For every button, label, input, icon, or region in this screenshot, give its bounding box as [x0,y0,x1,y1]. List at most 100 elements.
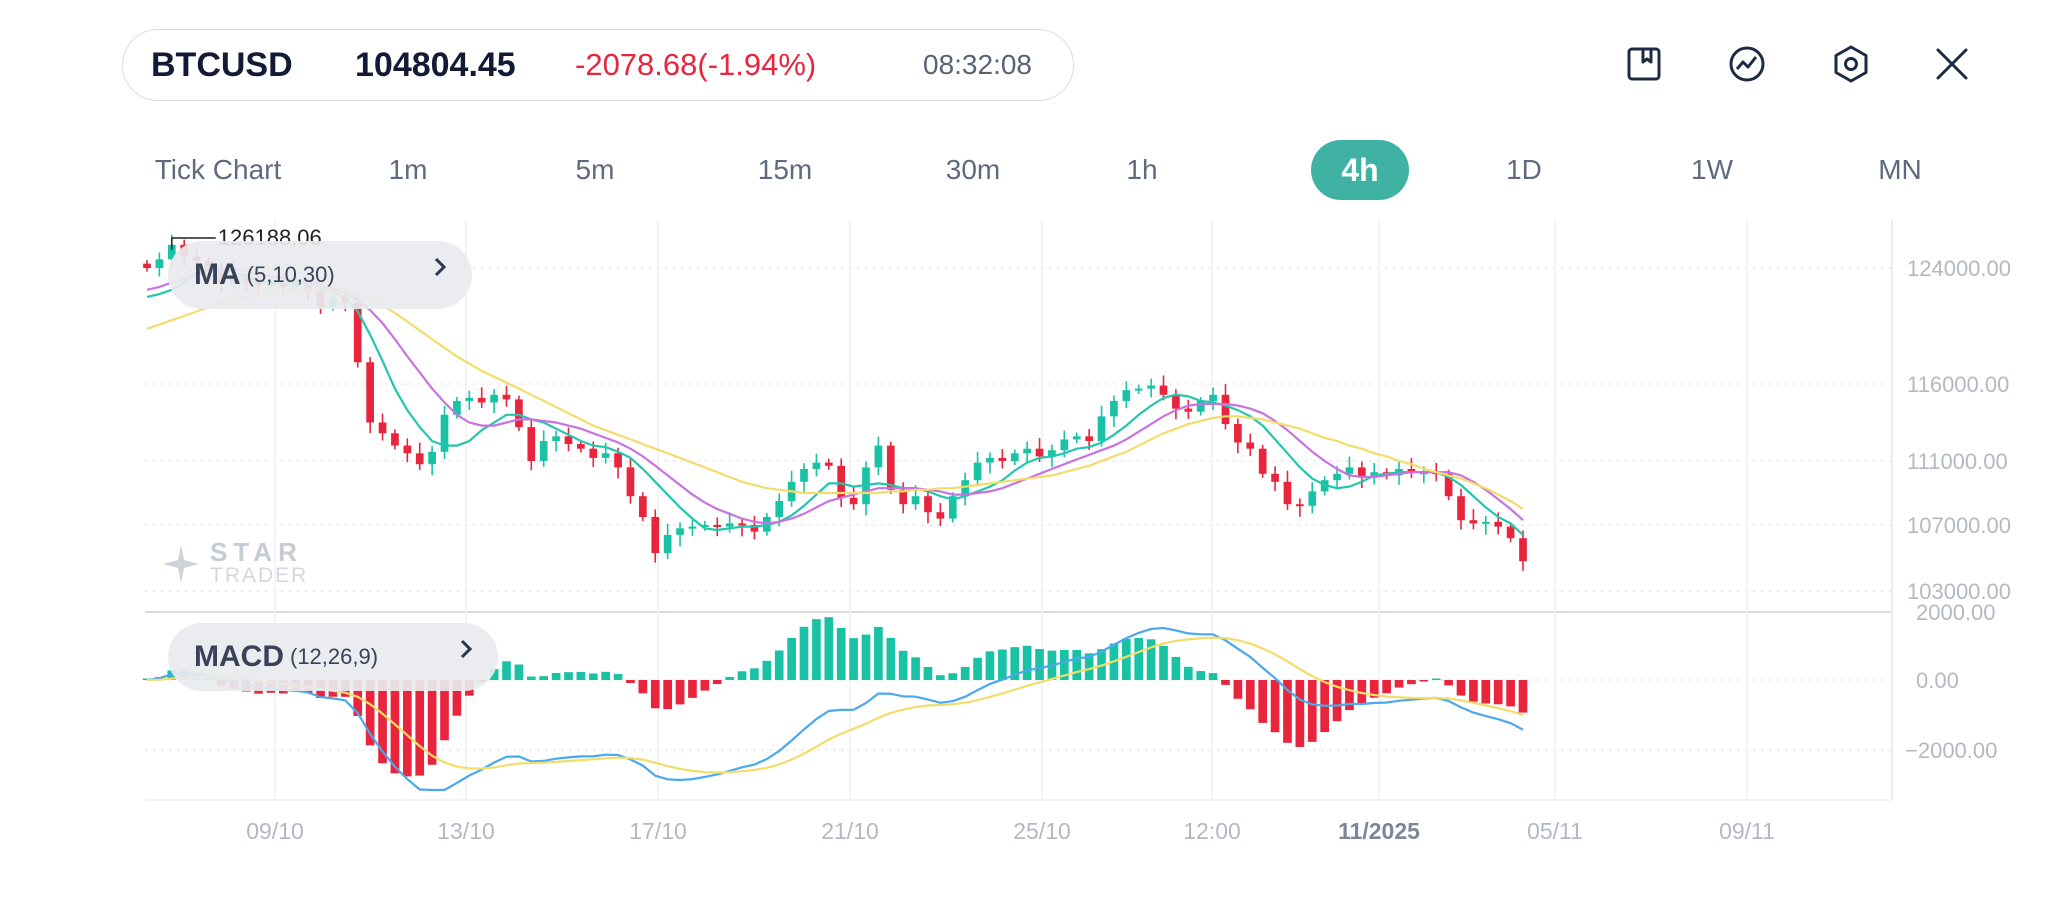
settings-icon[interactable] [1829,42,1873,86]
candle-body [1159,385,1168,395]
candle-body [143,263,151,268]
macd-histogram-bar [1270,680,1280,733]
macd-histogram-bar [874,626,883,680]
macd-histogram-bar [613,674,623,680]
macd-histogram-bar [1121,638,1131,680]
macd-histogram-bar [526,676,536,680]
candle-body [577,444,585,449]
tab-30m[interactable]: 30m [945,154,1001,185]
candle-body [676,528,684,535]
macd-axis-label: −2000.00 [1905,738,1997,763]
macd-histogram-bar [712,680,722,685]
candle-body [515,399,523,428]
tab-1m[interactable]: 1m [388,154,428,185]
candle-body [415,453,424,465]
macd-histogram-bar [675,680,685,705]
macd-histogram-bar [1208,673,1218,680]
macd-histogram-bar [911,657,920,680]
macd-layer [142,617,1528,792]
macd-histogram-bar [1419,680,1429,682]
macd-histogram-bar [1171,656,1181,680]
tab-1d[interactable]: 1D [1506,154,1542,185]
macd-histogram-bar [824,617,834,680]
ma-indicator-pill[interactable]: MA (5,10,30) [168,241,472,309]
macd-histogram-bar [1258,680,1268,723]
tab-4h[interactable]: 4h [1311,140,1409,200]
macd-histogram-bar [898,650,908,680]
candle-body [961,480,970,497]
macd-histogram-bar [1010,647,1020,680]
candle-body [601,453,610,458]
candle-body [1023,448,1031,454]
tab-tick-chart[interactable]: Tick Chart [154,154,282,185]
chevron-right-icon[interactable] [428,255,452,279]
candle-body [1122,390,1131,401]
macd-histogram-bar [688,680,697,698]
candle-body [725,523,734,527]
macd-params: (12,26,9) [290,644,379,669]
macd-histogram-bar [452,680,462,716]
candle-body [1296,504,1304,507]
candle-body [1457,496,1465,521]
tab-1h[interactable]: 1h [1126,154,1158,185]
symbol-name: BTCUSD [151,45,293,84]
candle-body [849,497,858,505]
macd-histogram-bar [1183,666,1193,680]
macd-histogram-bar [1332,680,1342,722]
last-price: 104804.45 [355,45,516,84]
macd-histogram-bar [1283,680,1292,743]
macd-histogram-bar [427,680,437,765]
star-logo-icon [163,545,199,583]
candle-body [1072,436,1081,440]
macd-histogram-bar [588,673,598,680]
candle-body [502,394,511,400]
time-axis-label: 21/10 [821,818,879,844]
candle-body [1519,538,1527,562]
candle-body [1110,400,1118,417]
candle-body [1048,450,1056,457]
chevron-right-icon[interactable] [454,637,478,661]
tab-5m[interactable]: 5m [575,154,615,185]
macd-histogram-bar [973,657,982,680]
candle-body [1271,473,1279,482]
candle-body [663,534,672,554]
candle-body [1147,385,1155,389]
macd-histogram-bar [1035,649,1044,680]
macd-histogram-bar [787,637,796,680]
macd-histogram-bar [985,651,995,680]
candle-body [1221,394,1230,425]
tab-mn[interactable]: MN [1878,154,1922,185]
macd-histogram-bar [378,680,387,764]
price-axis-label: 116000.00 [1907,372,2009,397]
macd-histogram-bar [402,680,412,777]
macd-histogram-bar [415,680,425,776]
ma-name: MA [194,258,241,291]
candle-body [378,422,387,434]
clock-time: 08:32:08 [923,49,1032,80]
candle-body [589,448,598,458]
candle-body [1506,526,1515,539]
macd-histogram-bar [1394,680,1404,688]
macd-indicator-pill[interactable]: MACD (12,26,9) [168,623,498,691]
candle-body [1444,473,1453,497]
macd-axis-label: 0.00 [1916,668,1959,693]
price-axis-label: 124000.00 [1907,256,2011,281]
macd-histogram-bar [365,680,375,746]
time-axis-label: 05/11 [1527,818,1583,844]
macd-name: MACD [194,640,284,673]
candle-body [1184,408,1193,412]
candle-body [738,523,746,526]
macd-histogram-bar [861,634,871,680]
time-axis-label: 11/2025 [1338,818,1420,844]
macd-histogram-bar [923,666,933,680]
indicator-icon[interactable] [1725,42,1769,86]
close-icon[interactable] [1930,42,1974,86]
bookmark-icon[interactable] [1622,42,1666,86]
candle-body [465,397,474,401]
ma-line-ma30 [146,288,1524,510]
tab-15m[interactable]: 15m [757,154,813,185]
macd-histogram-bar [390,680,400,774]
tab-1w[interactable]: 1W [1691,154,1733,185]
candle-body [700,525,709,527]
